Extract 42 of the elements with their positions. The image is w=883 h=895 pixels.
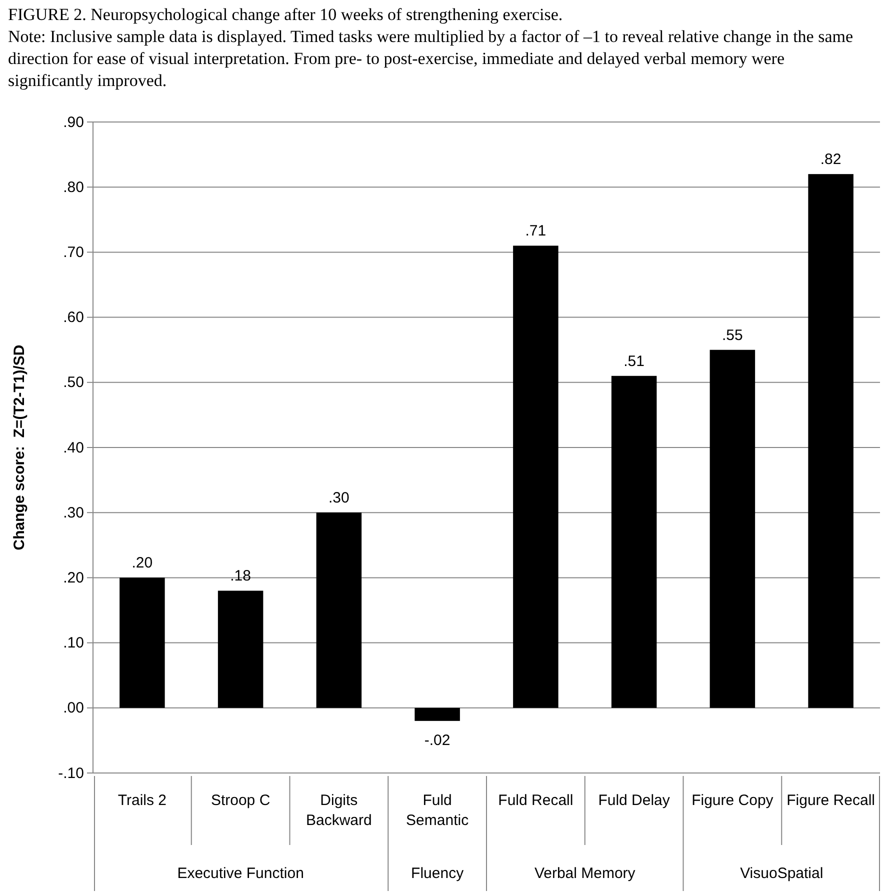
y-tick-label: .80	[63, 178, 84, 196]
y-tick-label: .50	[63, 374, 84, 392]
x-tick-label: Trails 2	[118, 792, 166, 809]
chart-subtitle: Note: Inclusive sample data is displayed. Timed tasks were multiplied by a factor of –1 to reveal relative change in the same direction for ease of visual interpretation. From pre- to post-exercise, immediate and delayed verbal memory were significantly improved.	[8, 26, 854, 92]
bar	[808, 174, 854, 708]
y-tick-label: .00	[63, 700, 84, 717]
x-tick-label: Fuld Delay	[598, 792, 670, 809]
y-tick-label: .60	[63, 309, 84, 326]
text: Verbal Memory	[534, 865, 636, 882]
text: Fluency	[411, 865, 464, 882]
data-label: .18	[230, 568, 251, 585]
y-tick-label: .70	[63, 244, 84, 261]
text: VisuoSpatial	[740, 865, 824, 882]
data-label: .30	[328, 490, 350, 507]
y-tick-label: .10	[63, 634, 84, 652]
y-tick-label: .40	[63, 439, 84, 456]
data-label: .51	[624, 352, 644, 370]
y-tick-label: -.10	[58, 764, 84, 782]
x-tick-label: Fuld Recall	[498, 792, 574, 809]
data-label: .55	[722, 326, 743, 344]
x-tick-label: Digits Backward	[306, 792, 372, 829]
chart-title: FIGURE 2. Neuropsychological change after 10 weeks of strengthening exercise.	[8, 4, 564, 26]
x-tick-label: Fuld Semantic	[406, 792, 470, 829]
bar	[513, 246, 558, 708]
bar	[414, 708, 460, 721]
data-label: .82	[820, 151, 842, 168]
x-tick-label: Figure Recall	[786, 792, 875, 809]
y-tick-label: .20	[63, 570, 84, 586]
bar	[120, 578, 165, 708]
bar	[316, 512, 362, 708]
data-label: -.02	[424, 732, 450, 749]
bar	[218, 590, 264, 708]
x-tick-label: Figure Copy	[692, 792, 774, 809]
text: Executive Function	[177, 865, 304, 882]
bar	[710, 350, 756, 708]
data-label: .20	[132, 554, 153, 572]
data-label: .71	[525, 222, 546, 240]
x-tick-label: Stroop C	[210, 792, 270, 809]
bar	[611, 376, 657, 708]
y-tick-label: .90	[63, 114, 84, 131]
y-axis-title: Change score: Z=(T2-T1)/SD	[11, 344, 28, 550]
y-tick-label: .30	[63, 504, 84, 522]
